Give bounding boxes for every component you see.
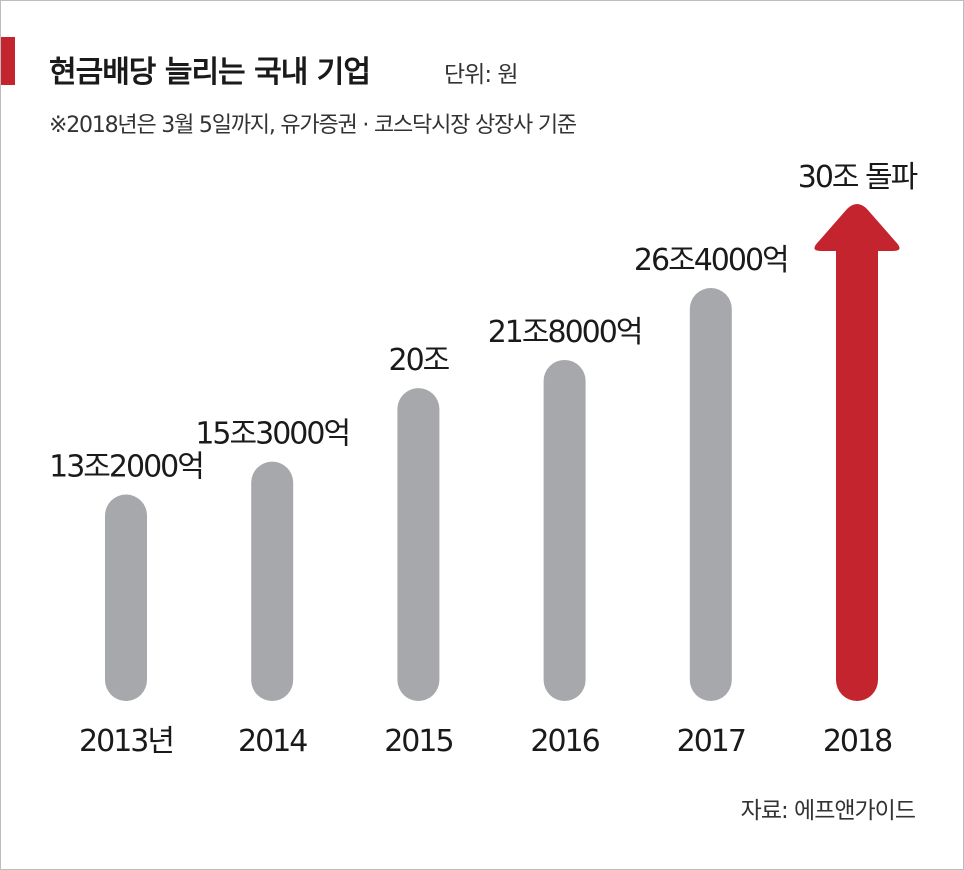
data-label-3: 21조8000억 — [488, 315, 642, 350]
bar-2 — [397, 388, 440, 701]
bar-4 — [689, 288, 732, 701]
bar-arrow-5 — [814, 204, 900, 701]
data-label-5: 30조 돌파 — [798, 160, 918, 195]
category-label-1: 2014 — [238, 724, 307, 759]
data-label-4: 26조4000억 — [634, 243, 788, 278]
unit-label: 단위: 원 — [444, 62, 519, 88]
chart-title: 현금배당 늘리는 국내 기업 — [49, 55, 371, 90]
data-label-0: 13조2000억 — [49, 450, 203, 485]
bar-3 — [543, 359, 586, 701]
footnote: ※2018년은 3월 5일까지, 유가증권 · 코스닥시장 상장사 기준 — [49, 113, 577, 138]
bar-0 — [105, 494, 147, 701]
accent-bar — [1, 37, 15, 85]
bar-1 — [251, 461, 294, 701]
category-label-0: 2013년 — [79, 724, 173, 759]
category-label-3: 2016 — [530, 724, 599, 759]
category-label-4: 2017 — [677, 724, 745, 759]
category-label-5: 2018 — [823, 724, 892, 759]
source-label: 자료: 에프앤가이드 — [740, 798, 916, 824]
data-label-2: 20조 — [389, 343, 450, 378]
data-label-1: 15조3000억 — [195, 417, 349, 452]
category-label-2: 2015 — [384, 724, 452, 759]
